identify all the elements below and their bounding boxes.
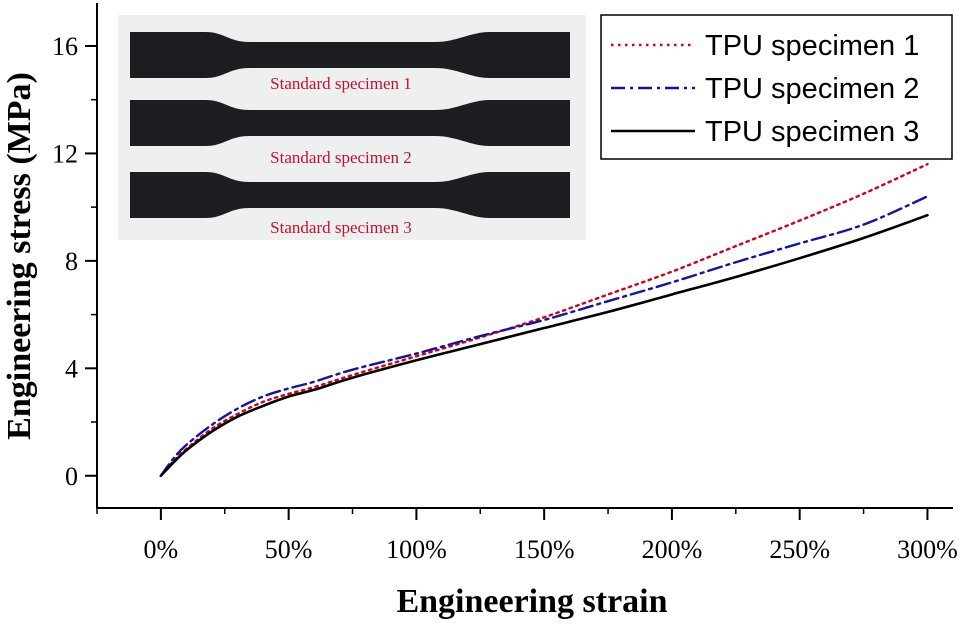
- x-axis-title: Engineering strain: [396, 583, 667, 620]
- x-tick-label: 50%: [265, 535, 313, 564]
- x-tick-label: 150%: [514, 535, 575, 564]
- x-tick-label: 0%: [144, 535, 179, 564]
- x-tick-label: 100%: [386, 535, 447, 564]
- x-tick-label: 200%: [642, 535, 703, 564]
- x-tick-label: 250%: [769, 535, 830, 564]
- series-line-specimen-3: [159, 213, 929, 478]
- tick-labels: 0% 50% 100% 150% 200% 250% 300% 0 4 8 12 16: [52, 32, 958, 564]
- y-tick-label: 8: [65, 247, 78, 276]
- series-line-specimen-1: [159, 162, 929, 477]
- series-line-specimen-2: [159, 195, 929, 477]
- legend-label-specimen-1: TPU specimen 1: [705, 30, 919, 62]
- y-tick-label: 16: [52, 32, 78, 61]
- y-tick-label: 12: [52, 139, 78, 168]
- specimen-shape-2: [130, 100, 570, 146]
- specimen-label-1: Standard specimen 1: [270, 74, 412, 93]
- legend: TPU specimen 1 TPU specimen 2 TPU specim…: [600, 14, 953, 160]
- y-tick-label: 4: [65, 354, 78, 383]
- x-tick-label: 300%: [897, 535, 958, 564]
- specimen-label-2: Standard specimen 2: [270, 148, 412, 167]
- series-lines: [159, 162, 929, 478]
- specimen-shapes: [130, 32, 570, 218]
- y-axis-title: Engineering stress (MPa): [1, 72, 38, 440]
- axis-ticks: [85, 44, 929, 520]
- legend-label-specimen-2: TPU specimen 2: [705, 73, 919, 105]
- specimen-label-3: Standard specimen 3: [270, 218, 412, 237]
- specimen-shape-1: [130, 32, 570, 78]
- y-tick-label: 0: [65, 462, 78, 491]
- specimen-shape-3: [130, 172, 570, 218]
- specimen-photo-inset: Standard specimen 1 Standard specimen 2 …: [118, 15, 586, 240]
- legend-label-specimen-3: TPU specimen 3: [705, 116, 919, 148]
